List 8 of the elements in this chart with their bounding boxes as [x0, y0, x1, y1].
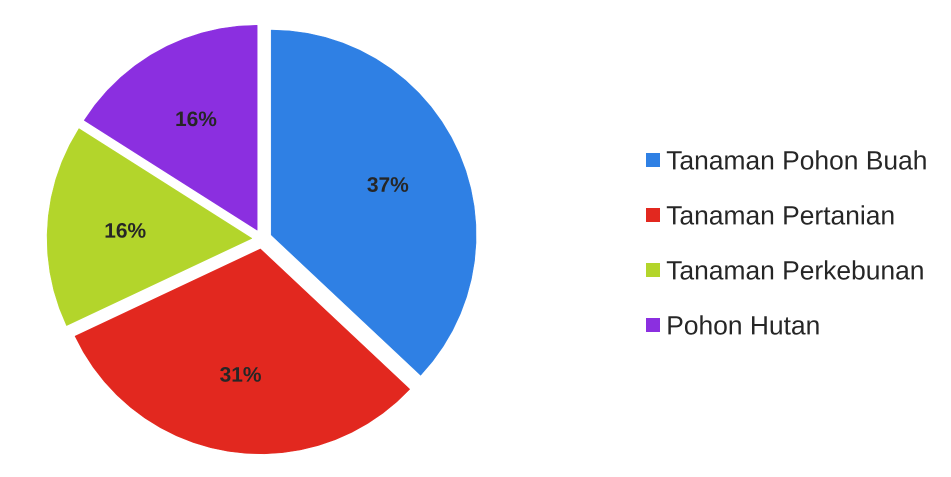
data-label: 16%	[176, 111, 216, 126]
data-label: 31%	[220, 366, 261, 382]
data-label: 16%	[106, 222, 146, 238]
legend-label: Tanaman Perkebunan	[666, 260, 923, 280]
legend-label: Tanaman Pertanian	[666, 205, 894, 225]
legend-label: Pohon Hutan	[668, 315, 819, 335]
data-label: 37%	[367, 177, 408, 192]
legend-label: Tanaman Pohon Buah	[666, 150, 926, 170]
